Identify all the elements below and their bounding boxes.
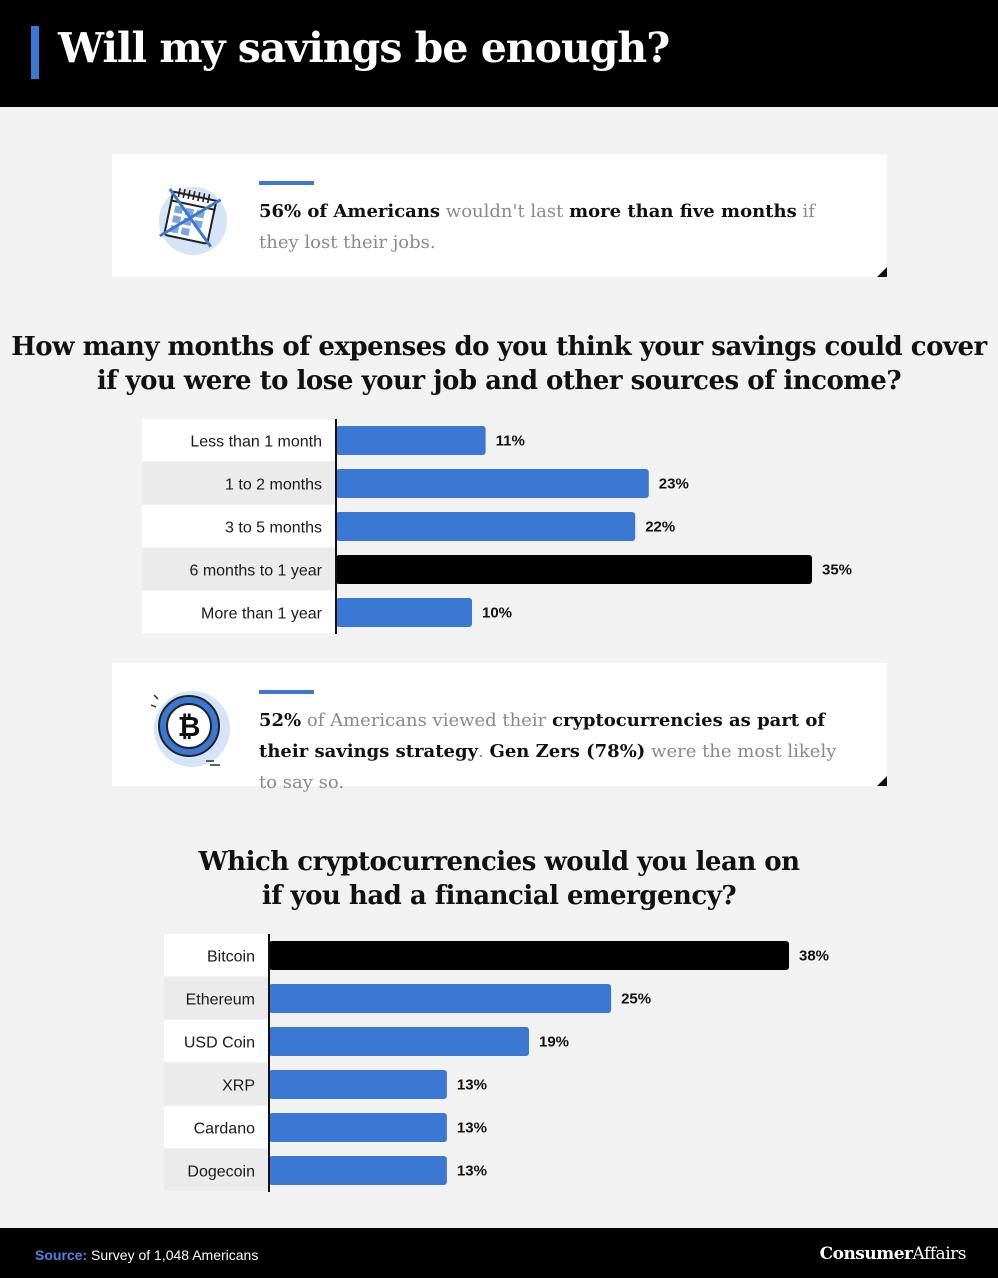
- callout-text: 56% of Americans wouldn't last more than…: [259, 196, 859, 258]
- header-banner: Will my savings be enough?: [0, 0, 998, 107]
- callout-segment: cryptocurrencies as part of their saving…: [259, 710, 826, 762]
- chart-title-line: if you were to lose your job and other s…: [96, 366, 902, 396]
- value-label: 19%: [539, 1034, 569, 1051]
- value-label: 25%: [621, 991, 651, 1008]
- value-label: 10%: [482, 605, 512, 622]
- corner-marker: [877, 267, 887, 277]
- category-label: Cardano: [194, 1121, 255, 1138]
- callout-segment: 52%: [259, 710, 302, 731]
- bar: [336, 598, 472, 627]
- category-label: 6 months to 1 year: [189, 563, 322, 580]
- category-label: Ethereum: [186, 992, 255, 1009]
- stat-callout-savings: 56% of Americans wouldn't last more than…: [112, 154, 887, 277]
- source-key: Source:: [35, 1247, 88, 1263]
- callout-segment: .: [478, 741, 490, 762]
- bar: [269, 1113, 447, 1142]
- row-label-bg: [142, 462, 336, 504]
- brand-bold: Consumer: [819, 1244, 913, 1264]
- callout-segment: 56% of Americans: [259, 201, 441, 222]
- callout-segment: were the most likely to say so.: [259, 741, 837, 793]
- row-label-bg: [164, 1149, 269, 1191]
- value-label: 11%: [496, 433, 525, 450]
- callout-segment: wouldn't last: [440, 201, 570, 222]
- bar: [269, 1027, 529, 1056]
- bar: [269, 1070, 447, 1099]
- chart-title-line: Which cryptocurrencies would you lean on: [198, 847, 800, 877]
- bar: [336, 512, 636, 541]
- row-label-bg: [142, 505, 336, 547]
- chart-title-months: How many months of expenses do you think…: [0, 330, 998, 398]
- value-label: 13%: [457, 1163, 487, 1180]
- row-label-bg: [142, 591, 336, 633]
- calendar-crossed-icon: [159, 187, 227, 255]
- bar: [269, 1156, 447, 1185]
- row-label-bg: [164, 1020, 269, 1062]
- source-text: Survey of 1,048 Americans: [91, 1247, 259, 1263]
- value-label: 23%: [659, 476, 689, 493]
- brand-logo: ConsumerAffairs: [819, 1244, 967, 1264]
- value-label: 13%: [457, 1120, 487, 1137]
- callout-segment: Gen Zers (78%): [489, 741, 646, 762]
- stat-callout-crypto: ₿ 52% of Americans viewed their cryptocu…: [112, 663, 887, 793]
- callout-segment: more than five months: [569, 201, 797, 222]
- row-label-bg: [142, 548, 336, 590]
- header-accent-bar: [31, 26, 39, 79]
- row-label-bg: [164, 1106, 269, 1148]
- bitcoin-coin-icon: ₿: [150, 691, 230, 767]
- bar: [269, 941, 789, 970]
- bar: [336, 426, 486, 455]
- value-label: 35%: [822, 562, 852, 579]
- chart-title-line: if you had a financial emergency?: [261, 881, 737, 911]
- callout-accent-rule: [259, 690, 314, 694]
- page-title: Will my savings be enough?: [58, 24, 670, 72]
- row-label-bg: [164, 934, 269, 976]
- value-label: 13%: [457, 1077, 487, 1094]
- bar: [336, 555, 812, 584]
- corner-marker: [877, 776, 887, 786]
- row-label-bg: [164, 1063, 269, 1105]
- bar: [269, 984, 612, 1013]
- category-label: Bitcoin: [207, 949, 255, 966]
- category-label: 1 to 2 months: [225, 477, 322, 494]
- months-chart-svg: Less than 1 month 11% 1 to 2 months 23% 3 to…: [142, 419, 852, 634]
- category-label: Less than 1 month: [190, 434, 322, 451]
- bar: [336, 469, 649, 498]
- callout-segment: of Americans viewed their: [301, 710, 552, 731]
- category-label: More than 1 year: [201, 606, 323, 623]
- crypto-bar-chart: Bitcoin 38% Ethereum 25% USD Coin 19% XRP 13% Ca…: [164, 934, 884, 1194]
- months-bar-chart: Less than 1 month 11% 1 to 2 months 23% 3 to…: [142, 419, 882, 636]
- value-label: 22%: [645, 519, 675, 536]
- category-label: 3 to 5 months: [225, 520, 322, 537]
- category-label: XRP: [222, 1078, 255, 1095]
- row-label-bg: [164, 977, 269, 1019]
- category-label: Dogecoin: [187, 1164, 255, 1181]
- callout-segment: if they lost their jobs.: [259, 201, 815, 253]
- footer-bar: Source: Survey of 1,048 Americans Consum…: [0, 1228, 998, 1278]
- category-label: USD Coin: [184, 1035, 255, 1052]
- chart-title-line: How many months of expenses do you think…: [11, 332, 987, 362]
- svg-text:₿: ₿: [178, 710, 201, 743]
- value-label: 38%: [799, 948, 829, 965]
- callout-text: 52% of Americans viewed their cryptocurr…: [259, 705, 859, 798]
- callout-accent-rule: [259, 181, 314, 185]
- row-label-bg: [142, 419, 336, 461]
- crypto-chart-svg: Bitcoin 38% Ethereum 25% USD Coin 19% XRP 13% Ca…: [164, 934, 829, 1192]
- source-note: Source: Survey of 1,048 Americans: [35, 1247, 258, 1263]
- chart-title-crypto: Which cryptocurrencies would you lean on…: [0, 845, 998, 913]
- brand-rest: Affairs: [912, 1244, 967, 1264]
